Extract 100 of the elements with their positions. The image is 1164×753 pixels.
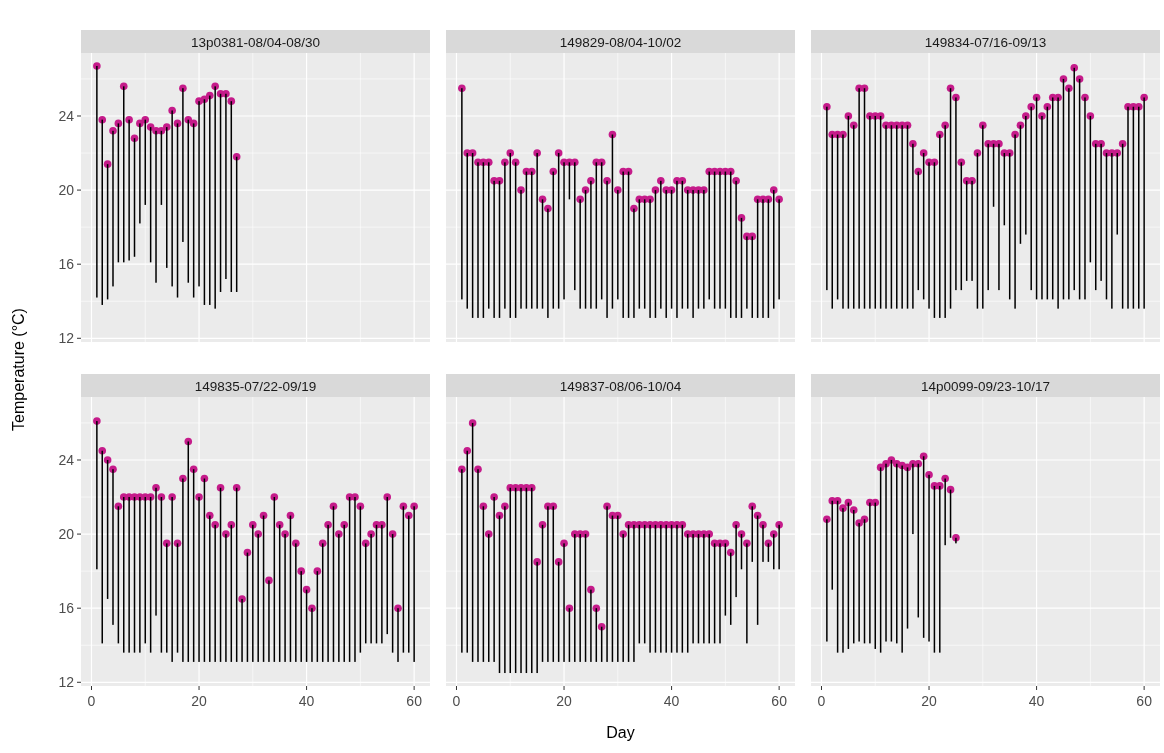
point xyxy=(554,558,563,566)
x-tick-label: 60 xyxy=(771,693,788,709)
point xyxy=(399,502,408,511)
y-tick-label: 12 xyxy=(58,674,75,691)
x-tick-label: 0 xyxy=(452,693,461,709)
point xyxy=(361,539,370,548)
point xyxy=(753,511,762,520)
point xyxy=(538,195,547,204)
point xyxy=(103,456,112,464)
point xyxy=(678,177,687,185)
point xyxy=(114,502,123,511)
y-tick-label: 16 xyxy=(58,600,75,617)
chart-title: 149834-07/16-09/13 xyxy=(924,34,1047,50)
point xyxy=(903,121,912,130)
point xyxy=(581,186,590,194)
chart-title: 149835-07/22-09/19 xyxy=(194,378,317,394)
y-tick-label: 24 xyxy=(58,107,75,124)
x-tick-label: 60 xyxy=(1136,693,1153,709)
x-tick-label: 60 xyxy=(406,693,423,709)
x-tick-label: 40 xyxy=(1028,693,1045,709)
point xyxy=(232,152,241,161)
point xyxy=(216,483,225,492)
point xyxy=(114,119,123,128)
point xyxy=(227,97,236,105)
point xyxy=(1086,112,1095,120)
point xyxy=(318,539,327,548)
point xyxy=(930,158,939,167)
x-tick-label: 20 xyxy=(921,693,938,709)
point xyxy=(1059,75,1068,83)
point xyxy=(388,530,397,538)
point xyxy=(871,498,880,507)
point xyxy=(173,119,182,128)
point xyxy=(157,493,166,501)
point xyxy=(103,160,112,168)
point xyxy=(914,167,923,176)
y-tick-label: 12 xyxy=(58,330,75,347)
point xyxy=(1043,102,1052,111)
point xyxy=(468,419,477,427)
point xyxy=(946,485,955,494)
x-tick-label: 0 xyxy=(87,693,96,709)
chart-title: 149829-08/04-10/02 xyxy=(559,34,682,50)
point xyxy=(232,483,241,492)
point xyxy=(286,511,295,520)
point xyxy=(597,622,606,631)
point xyxy=(957,158,966,167)
point xyxy=(549,502,558,511)
x-tick-label: 40 xyxy=(663,693,680,709)
y-tick-label: 24 xyxy=(58,451,75,468)
point xyxy=(270,493,279,501)
point xyxy=(538,521,547,529)
point xyxy=(329,502,338,511)
point xyxy=(764,195,773,204)
point xyxy=(1075,75,1084,83)
point xyxy=(919,149,928,157)
point xyxy=(189,465,198,474)
point xyxy=(764,539,773,548)
point xyxy=(565,604,574,612)
chart-title: 14p0099-09/23-10/17 xyxy=(920,378,1051,394)
point xyxy=(726,548,735,557)
point xyxy=(141,115,150,124)
x-tick-label: 0 xyxy=(817,693,826,709)
point xyxy=(227,521,236,529)
point xyxy=(1118,139,1127,148)
point xyxy=(973,149,982,157)
y-tick-label: 20 xyxy=(58,526,75,543)
point xyxy=(946,84,955,92)
point xyxy=(259,511,268,520)
point xyxy=(554,149,563,157)
chart-title: 149837-08/06-10/04 xyxy=(559,378,682,394)
point xyxy=(356,502,365,511)
point xyxy=(302,585,311,594)
point xyxy=(275,521,284,529)
point xyxy=(511,158,520,167)
point xyxy=(200,474,209,483)
y-tick-label: 20 xyxy=(58,182,75,199)
point xyxy=(1032,93,1041,102)
point xyxy=(624,167,633,176)
point xyxy=(592,604,601,612)
x-tick-label: 20 xyxy=(556,693,573,709)
point xyxy=(313,567,322,575)
point xyxy=(173,539,182,548)
point xyxy=(479,502,488,511)
point xyxy=(243,548,252,557)
point xyxy=(1016,121,1025,130)
point xyxy=(919,452,928,461)
point xyxy=(184,437,193,446)
point xyxy=(721,539,730,548)
y-tick-label: 16 xyxy=(58,256,75,273)
point xyxy=(189,119,198,128)
point xyxy=(844,112,853,120)
point xyxy=(549,167,558,176)
point xyxy=(833,496,842,505)
point xyxy=(844,498,853,507)
x-tick-label: 40 xyxy=(298,693,315,709)
x-tick-label: 20 xyxy=(191,693,208,709)
point xyxy=(506,149,515,157)
chart-title: 13p0381-08/04-08/30 xyxy=(190,34,321,50)
y-axis-title: Temperature (°C) xyxy=(10,308,27,431)
x-axis-title: Day xyxy=(606,724,635,741)
point xyxy=(678,521,687,529)
